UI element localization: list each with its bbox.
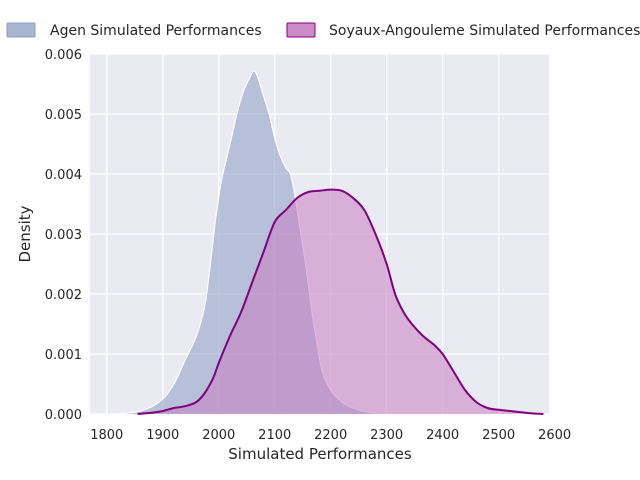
density-area-soyaux [137, 189, 544, 414]
y-axis-label: Density [16, 205, 34, 262]
y-tick-label: 0.000 [45, 408, 82, 423]
y-tick-label: 0.006 [45, 48, 82, 63]
x-tick-label: 2100 [258, 428, 291, 443]
y-tick-label: 0.001 [45, 348, 82, 363]
x-tick-label: 1800 [90, 428, 123, 443]
legend-label-agen: Agen Simulated Performances [50, 23, 262, 39]
x-tick-label: 1900 [146, 428, 179, 443]
x-tick-label: 2400 [426, 428, 459, 443]
x-tick-label: 2300 [370, 428, 403, 443]
density-area-agen [109, 70, 384, 415]
legend-swatch-agen [6, 22, 36, 38]
x-tick-label: 2600 [538, 428, 571, 443]
x-tick-label: 2500 [482, 428, 515, 443]
x-axis-ticks: 1800 1900 2000 2100 2200 2300 2400 2500 2600 [90, 428, 571, 443]
y-tick-label: 0.004 [45, 168, 82, 183]
x-tick-label: 2200 [314, 428, 347, 443]
legend-label-soyaux: Soyaux-Angouleme Simulated Performances [329, 23, 640, 39]
y-tick-label: 0.002 [45, 288, 82, 303]
legend-swatch-soyaux [286, 22, 316, 38]
legend: Agen Simulated Performances Soyaux-Angou… [6, 22, 640, 39]
x-axis-label: Simulated Performances [228, 445, 412, 463]
y-tick-label: 0.003 [45, 228, 82, 243]
y-axis-ticks: 0.000 0.001 0.002 0.003 0.004 0.005 0.006 [45, 48, 82, 423]
y-tick-label: 0.005 [45, 108, 82, 123]
density-areas [109, 70, 544, 415]
density-line-soyaux [137, 188, 544, 415]
x-tick-label: 2000 [202, 428, 235, 443]
